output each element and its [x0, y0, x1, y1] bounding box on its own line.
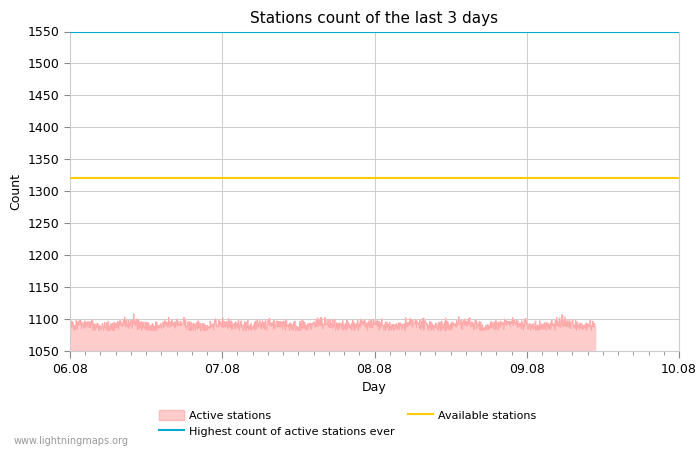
Text: www.lightningmaps.org: www.lightningmaps.org [14, 436, 129, 446]
Legend: Active stations, Highest count of active stations ever, Available stations: Active stations, Highest count of active… [155, 405, 541, 441]
Y-axis label: Count: Count [9, 173, 22, 210]
Title: Stations count of the last 3 days: Stations count of the last 3 days [251, 11, 498, 26]
X-axis label: Day: Day [362, 381, 387, 394]
